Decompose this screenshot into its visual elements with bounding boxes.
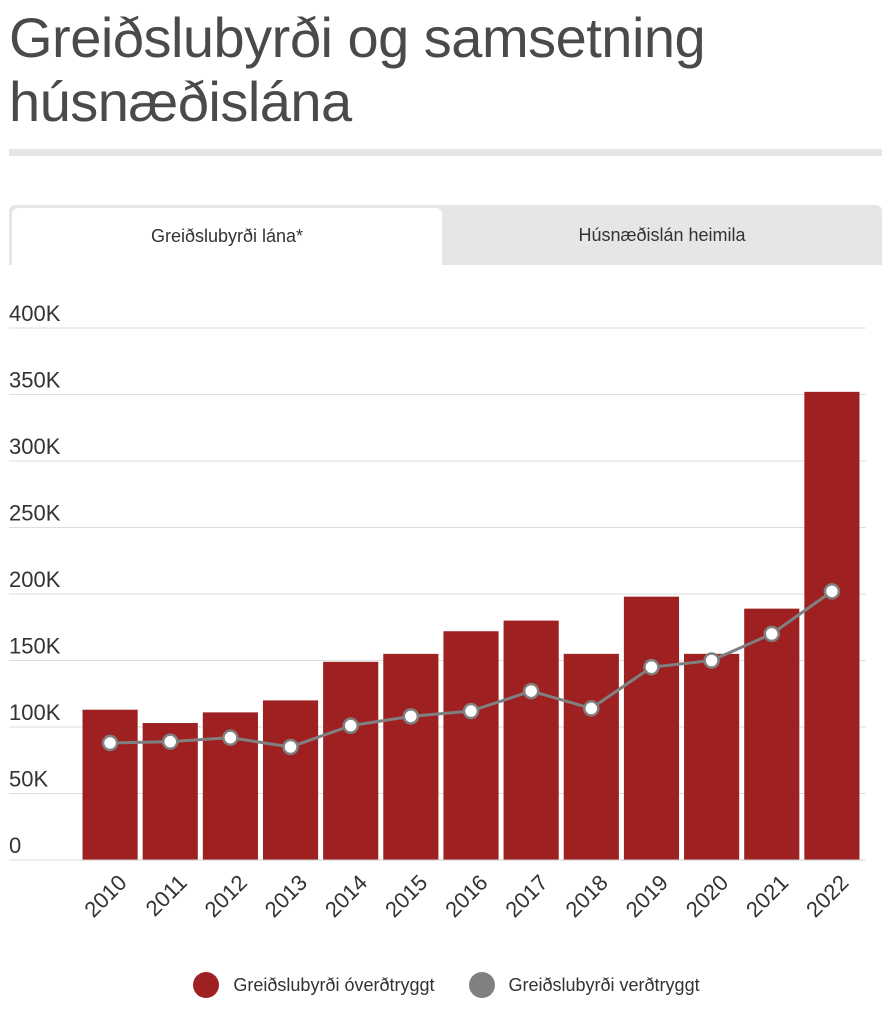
- x-tick-label: 2013: [260, 870, 312, 922]
- point-2022: [823, 583, 841, 600]
- y-tick-label: 400K: [9, 301, 61, 326]
- tab-greidslubyrdi-lana[interactable]: Greiðslubyrði lána*: [12, 208, 442, 265]
- legend-label: Greiðslubyrði óverðtryggt: [233, 974, 435, 995]
- point-2010: [101, 734, 119, 752]
- x-tick-label: 2010: [79, 870, 131, 922]
- y-tick-label: 350K: [9, 368, 61, 393]
- tab-husnaedislan-heimila[interactable]: Húsnæðislán heimila: [578, 224, 746, 245]
- y-tick-label: 250K: [9, 501, 61, 526]
- x-tick-label: 2017: [500, 870, 552, 922]
- point-2018: [583, 700, 600, 717]
- point-2011: [161, 733, 179, 750]
- x-tick-label: 2020: [681, 870, 733, 922]
- bar-2016: [443, 631, 499, 860]
- point-2013: [282, 738, 299, 756]
- y-tick-label: 300K: [9, 434, 61, 459]
- legend-swatch-bar: [193, 972, 220, 998]
- point-2019: [643, 658, 660, 676]
- x-tick-label: 2019: [621, 870, 673, 922]
- bar-2010: [82, 709, 138, 860]
- legend-label: Greiðslubyrði verðtryggt: [508, 974, 700, 995]
- legend-swatch-line: [468, 972, 495, 998]
- point-2020: [703, 652, 720, 669]
- point-2021: [763, 625, 781, 643]
- bar-2017: [503, 620, 559, 860]
- chart: 0 50K 100K 150K 200K 250K 300K 350K 400K 2010 2011…: [9, 301, 866, 922]
- bar-2018: [563, 653, 619, 860]
- legend: Greiðslubyrði óverðtryggt Greiðslubyrði …: [0, 968, 893, 1002]
- point-2016: [462, 702, 480, 720]
- bar-2015: [383, 653, 439, 860]
- point-2017: [522, 682, 540, 700]
- point-2014: [342, 717, 359, 734]
- title-divider: [9, 149, 882, 156]
- bar-2013: [262, 700, 319, 860]
- x-tick-label: 2015: [380, 870, 432, 922]
- tab-bar: Greiðslubyrði lána* Húsnæðislán heimila: [9, 205, 882, 265]
- y-tick-label: 0: [9, 833, 21, 858]
- y-tick-label: 200K: [9, 567, 61, 592]
- x-tick-label: 2012: [200, 870, 252, 922]
- x-tick-label: 2022: [801, 870, 853, 922]
- point-2012: [222, 729, 239, 746]
- bar-2014: [323, 661, 379, 860]
- x-tick-label: 2021: [741, 870, 793, 922]
- x-tick-label: 2016: [440, 870, 492, 922]
- legend-item-overdtryggt[interactable]: Greiðslubyrði óverðtryggt: [193, 972, 435, 998]
- page-title: Greiðslubyrði og samsetning húsnæðislána: [9, 6, 706, 133]
- bar-2022: [804, 391, 860, 860]
- bar-2021: [744, 608, 800, 860]
- bar-2020: [684, 653, 740, 860]
- y-tick-label: 50K: [9, 767, 48, 792]
- x-tick-label: 2011: [141, 870, 192, 921]
- point-2015: [402, 708, 420, 725]
- y-tick-label: 100K: [9, 700, 61, 725]
- bar-2019: [623, 596, 680, 860]
- legend-item-verdtryggt[interactable]: Greiðslubyrði verðtryggt: [468, 972, 700, 998]
- x-tick-label: 2018: [561, 870, 613, 922]
- x-tick-label: 2014: [320, 870, 372, 922]
- y-tick-label: 150K: [9, 634, 61, 659]
